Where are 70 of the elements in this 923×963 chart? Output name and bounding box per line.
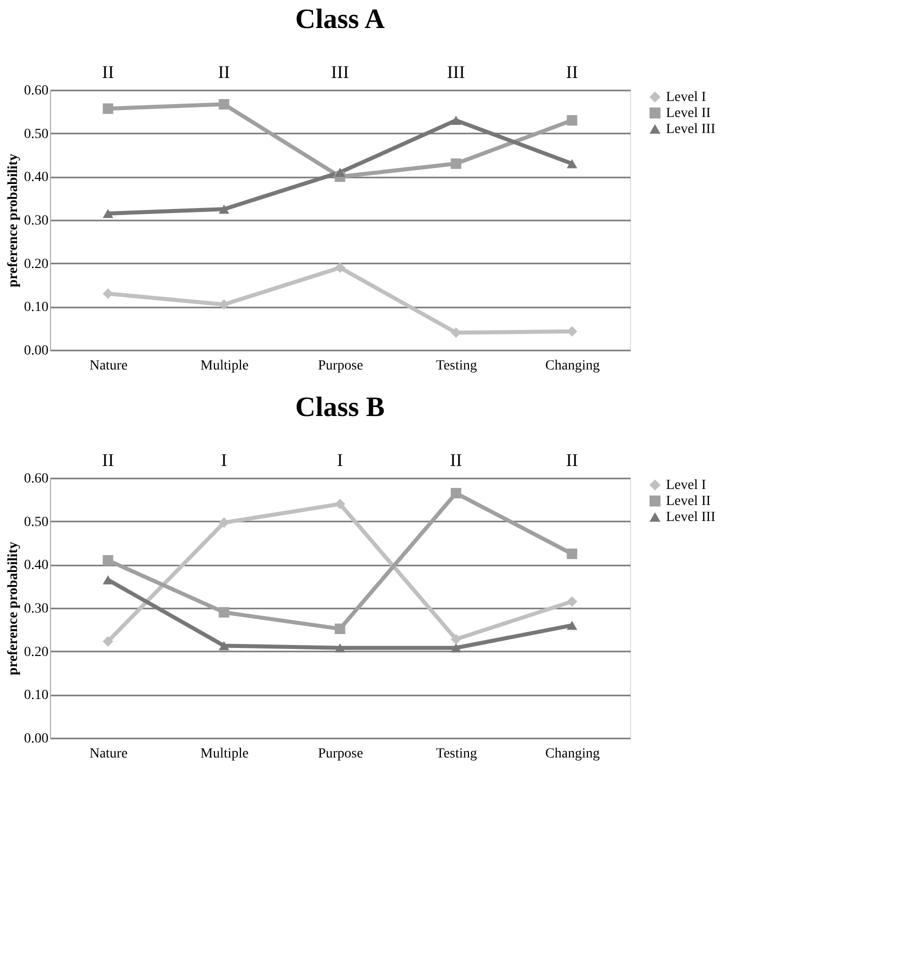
- text: III: [331, 62, 349, 82]
- x-tick-label: Testing: [436, 358, 478, 374]
- point: [566, 115, 578, 126]
- y-tick-label: 0.20: [24, 256, 48, 272]
- point: [218, 99, 230, 110]
- point: [102, 208, 114, 218]
- point: [450, 634, 462, 644]
- text: I: [337, 450, 343, 470]
- text: III: [447, 62, 465, 82]
- y-tick-label: 0.20: [24, 644, 48, 660]
- text: II: [566, 62, 578, 82]
- text: II: [566, 450, 578, 470]
- y-axis-title: preference probability: [6, 154, 21, 288]
- point: [566, 159, 578, 168]
- x-tick-label: Nature: [89, 746, 128, 762]
- y-tick-label: 0.50: [24, 514, 48, 530]
- y-tick-label: 0.10: [24, 688, 48, 704]
- y-tick-label: 0.00: [24, 344, 48, 358]
- point: [218, 204, 230, 214]
- y-tick-label: 0.60: [24, 84, 48, 98]
- y-tick-label: 0.30: [24, 214, 48, 228]
- legend-label: Level II: [666, 106, 712, 121]
- legend-label: Level II: [666, 494, 712, 509]
- point: [566, 548, 578, 560]
- y-tick-label: 0.10: [24, 300, 48, 316]
- point: [102, 636, 114, 647]
- x-tick-label: Purpose: [318, 358, 364, 374]
- point: [218, 607, 230, 618]
- point: [450, 158, 462, 169]
- y-tick-label: 0.40: [24, 558, 48, 574]
- text: II: [102, 62, 114, 82]
- point: [218, 299, 230, 310]
- legend-label: Level III: [666, 510, 716, 525]
- point: [334, 624, 346, 634]
- x-tick-label: Multiple: [200, 746, 249, 762]
- y-tick-label: 0.00: [24, 732, 48, 746]
- point: [334, 643, 346, 652]
- y-tick-label: 0.60: [24, 472, 48, 486]
- x-tick-label: Changing: [545, 358, 600, 374]
- legend-label: Level III: [666, 122, 716, 137]
- text: II: [102, 450, 114, 470]
- point: [566, 620, 578, 630]
- point: [450, 488, 462, 498]
- chart-title: Class B: [295, 392, 385, 423]
- point: [450, 643, 462, 652]
- point: [102, 555, 114, 566]
- point: [334, 168, 346, 177]
- y-tick-label: 0.50: [24, 126, 48, 142]
- x-tick-label: Changing: [545, 746, 600, 762]
- point: [102, 575, 114, 584]
- text: II: [450, 450, 462, 470]
- text: I: [221, 450, 227, 470]
- point: [566, 596, 578, 607]
- y-tick-label: 0.30: [24, 602, 48, 616]
- point: [102, 103, 114, 114]
- point: [218, 517, 230, 528]
- point: [334, 262, 346, 273]
- x-tick-label: Multiple: [200, 358, 249, 374]
- y-tick-label: 0.40: [24, 170, 48, 186]
- chart-title: Class A: [295, 4, 386, 35]
- x-tick-label: Testing: [436, 746, 478, 762]
- point: [334, 498, 346, 510]
- legend-label: Level I: [666, 478, 706, 493]
- point: [218, 641, 230, 650]
- point: [450, 116, 462, 125]
- y-axis-title: preference probability: [6, 542, 21, 676]
- x-tick-label: Purpose: [318, 746, 364, 762]
- legend-label: Level I: [666, 90, 706, 105]
- x-tick-label: Nature: [89, 358, 128, 374]
- text: II: [218, 62, 230, 82]
